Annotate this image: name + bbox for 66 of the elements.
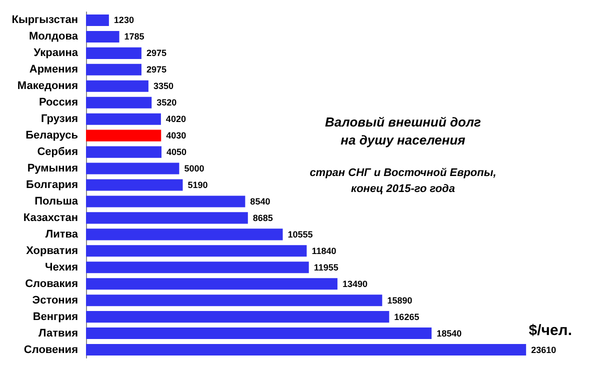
- bar: [86, 64, 142, 76]
- bar: [86, 47, 142, 59]
- y-tick-label: Кыргызстан: [12, 14, 78, 26]
- y-tick-label: Молдова: [28, 30, 79, 43]
- bar: [86, 245, 307, 257]
- data-label: 15890: [387, 295, 412, 306]
- bar: [86, 196, 246, 208]
- data-label: 1230: [114, 15, 134, 26]
- data-label: 4030: [166, 130, 186, 141]
- y-tick-label: Венгрия: [32, 310, 78, 323]
- data-label: 10555: [288, 229, 313, 240]
- data-label: 1785: [124, 32, 144, 42]
- data-label: 11840: [312, 246, 336, 256]
- data-label: 3520: [156, 98, 177, 108]
- y-tick-label: Польша: [34, 195, 79, 208]
- y-tick-label: Украина: [34, 47, 79, 60]
- bar: [86, 130, 162, 142]
- bar: [86, 328, 432, 340]
- y-tick-label: Хорватия: [26, 244, 78, 257]
- y-tick-label: Россия: [38, 96, 78, 109]
- bar: [86, 113, 161, 125]
- data-label: 18540: [436, 328, 462, 338]
- y-tick-label: Сербия: [37, 146, 78, 158]
- y-tick-label: Чехия: [45, 261, 78, 274]
- bar: [86, 96, 152, 108]
- text: Валовый внешний долг на душу населения: [325, 114, 482, 148]
- data-label: 8540: [250, 196, 270, 206]
- data-label: 5000: [184, 164, 204, 174]
- y-tick-label: Беларусь: [26, 130, 78, 142]
- text: стран СНГ и Восточной Европы, конец 2015-го года: [310, 167, 496, 195]
- bar: [86, 162, 180, 174]
- bar: [86, 278, 338, 290]
- y-tick-label: Эстония: [32, 294, 78, 306]
- text: $/чел.: [528, 322, 572, 339]
- data-label: 2975: [146, 48, 166, 58]
- bar: [86, 294, 382, 306]
- bar: [86, 179, 183, 191]
- y-tick-label: Румыния: [27, 162, 78, 175]
- data-label: 4050: [166, 147, 187, 158]
- y-tick-label: Македония: [17, 80, 78, 92]
- y-tick-label: Казахстан: [23, 212, 78, 224]
- data-label: 11955: [314, 262, 338, 272]
- y-tick-label: Литва: [45, 228, 79, 240]
- bar: [86, 30, 120, 42]
- y-tick-label: Грузия: [40, 113, 78, 126]
- data-label: 16265: [394, 312, 420, 322]
- data-label: 3350: [153, 81, 174, 92]
- y-tick-label: Армения: [29, 64, 78, 76]
- data-label: 2975: [146, 64, 166, 75]
- bar: [86, 262, 309, 274]
- bar: [86, 146, 162, 158]
- bar: [86, 14, 109, 26]
- y-tick-label: Болгария: [26, 179, 78, 191]
- bar: [86, 344, 526, 356]
- bar: [86, 228, 283, 240]
- bar: [86, 212, 248, 224]
- bar: [86, 80, 148, 92]
- data-label: 5190: [188, 180, 208, 190]
- y-tick-label: Словакия: [25, 278, 78, 290]
- y-tick-label: Словения: [24, 344, 78, 356]
- data-label: 23610: [531, 344, 556, 355]
- data-label: 8685: [252, 212, 273, 223]
- data-label: 4020: [166, 114, 186, 124]
- y-tick-label: Латвия: [38, 327, 78, 340]
- data-label: 13490: [342, 278, 368, 289]
- bar: [86, 311, 390, 323]
